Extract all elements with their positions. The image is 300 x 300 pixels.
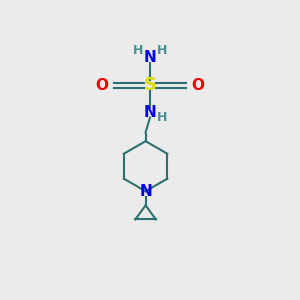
Text: O: O — [95, 78, 109, 93]
Text: N: N — [144, 105, 156, 120]
Text: H: H — [132, 44, 143, 57]
Text: N: N — [144, 50, 156, 65]
Text: N: N — [139, 184, 152, 199]
Text: O: O — [191, 78, 205, 93]
Text: H: H — [157, 111, 168, 124]
Text: H: H — [157, 44, 168, 57]
Text: S: S — [143, 76, 157, 94]
